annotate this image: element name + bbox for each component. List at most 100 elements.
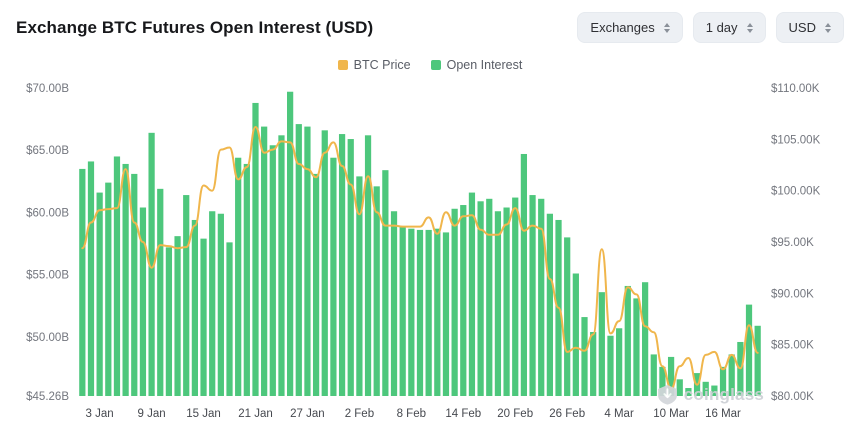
open-interest-bar — [598, 292, 605, 396]
open-interest-bar — [382, 170, 389, 396]
open-interest-bar — [538, 198, 545, 396]
open-interest-bar — [209, 211, 216, 396]
updown-arrows-icon — [825, 22, 831, 33]
open-interest-bar — [494, 211, 502, 396]
right-axis-tick-label: $85.00K — [771, 340, 814, 352]
open-interest-bar — [564, 237, 571, 396]
x-axis-tick-label: 20 Feb — [497, 408, 533, 420]
open-interest-bar — [261, 126, 268, 396]
open-interest-bar — [529, 195, 536, 396]
open-interest-bar — [295, 124, 302, 396]
open-interest-bar — [243, 163, 250, 396]
open-interest-bar — [252, 102, 259, 396]
x-axis-tick-label: 16 Mar — [705, 408, 741, 420]
open-interest-bar — [105, 182, 112, 396]
open-interest-bar — [278, 135, 285, 396]
right-axis-tick-label: $100.00K — [771, 186, 821, 198]
open-interest-swatch-icon — [430, 60, 441, 70]
open-interest-bar — [312, 173, 320, 396]
open-interest-bar — [347, 139, 354, 396]
x-axis-tick-label: 27 Jan — [290, 408, 325, 420]
open-interest-bar — [174, 236, 181, 396]
left-axis-tick-label: $55.00B — [26, 270, 69, 282]
interval-select[interactable]: 1 day — [692, 12, 766, 43]
open-interest-bar — [676, 379, 683, 396]
open-interest-bar — [96, 192, 103, 396]
open-interest-bar — [616, 328, 623, 396]
open-interest-bar — [460, 205, 467, 396]
right-axis-tick-label: $105.00K — [771, 134, 821, 146]
open-interest-bar — [728, 354, 735, 396]
open-interest-bar — [754, 325, 761, 396]
x-axis-tick-label: 2 Feb — [345, 408, 374, 420]
open-interest-bar — [650, 354, 657, 396]
open-interest-bar — [416, 229, 424, 396]
open-interest-bar — [373, 186, 380, 396]
open-interest-bar — [434, 228, 441, 396]
left-axis-tick-label: $65.00B — [26, 145, 69, 157]
x-axis-tick-label: 10 Mar — [653, 408, 689, 420]
open-interest-bar — [520, 153, 528, 396]
open-interest-bar — [356, 176, 363, 396]
currency-select[interactable]: USD — [775, 12, 844, 43]
x-axis-tick-label: 4 Mar — [604, 408, 634, 420]
open-interest-bar — [304, 126, 311, 396]
open-interest-bar — [633, 298, 640, 396]
open-interest-bar — [217, 213, 224, 396]
coinglass-open-interest-page: Exchange BTC Futures Open Interest (USD)… — [0, 12, 860, 421]
open-interest-bar — [235, 157, 242, 396]
open-interest-bar — [442, 232, 450, 396]
open-interest-bar — [659, 366, 666, 396]
btc-price-swatch-icon — [337, 60, 348, 70]
open-interest-bar — [79, 168, 86, 396]
open-interest-bar — [113, 156, 121, 396]
open-interest-bar — [287, 91, 294, 397]
open-interest-bar — [711, 385, 718, 396]
updown-arrows-icon — [746, 22, 753, 33]
open-interest-bar — [131, 173, 138, 396]
left-axis-tick-label: $70.00B — [26, 83, 69, 95]
open-interest-chart[interactable]: $70.00B $65.00B $60.00B $55.00B $50.00B $45.2… — [0, 76, 860, 421]
right-axis-tick-label: $95.00K — [771, 237, 814, 249]
exchanges-select[interactable]: Exchanges — [577, 12, 683, 43]
open-interest-bar — [745, 304, 753, 396]
open-interest-bar — [607, 335, 614, 396]
open-interest-bar — [685, 388, 692, 396]
open-interest-bar — [148, 132, 155, 396]
legend-label: BTC Price — [353, 58, 411, 72]
open-interest-bar — [165, 247, 173, 396]
btc-price-line — [81, 126, 759, 390]
open-interest-bar — [572, 273, 579, 396]
open-interest-bar — [157, 188, 164, 396]
open-interest-bar — [642, 282, 649, 396]
open-interest-bar — [503, 207, 510, 396]
chart-legend: BTC Price Open Interest — [0, 58, 860, 72]
open-interest-bar — [408, 228, 415, 396]
open-interest-bar — [468, 192, 476, 396]
open-interest-bar — [191, 219, 198, 396]
open-interest-bar — [226, 242, 233, 396]
open-interest-bar — [399, 226, 406, 396]
open-interest-bar — [122, 163, 129, 396]
open-interest-bar — [139, 207, 147, 396]
open-interest-bar — [338, 134, 346, 396]
open-interest-bar — [702, 381, 709, 396]
legend-item-btc-price[interactable]: BTC Price — [337, 58, 411, 72]
legend-label: Open Interest — [446, 58, 523, 72]
updown-arrows-icon — [663, 22, 670, 33]
x-axis-tick-label: 9 Jan — [138, 408, 166, 420]
right-axis-tick-label: $110.00K — [771, 83, 820, 95]
open-interest-bar — [486, 198, 493, 396]
left-axis-tick-label: $50.00B — [26, 332, 69, 344]
x-axis-tick-label: 15 Jan — [186, 408, 221, 420]
left-axis-tick-label: $60.00B — [26, 208, 69, 220]
open-interest-bar — [364, 135, 372, 396]
open-interest-bar — [546, 213, 553, 396]
x-axis-tick-label: 26 Feb — [549, 408, 585, 420]
open-interest-bar — [269, 145, 276, 396]
left-axis-tick-label: $45.26B — [26, 391, 69, 403]
chart-controls: Exchanges 1 day USD — [577, 12, 844, 43]
open-interest-bar — [183, 195, 190, 396]
page-title: Exchange BTC Futures Open Interest (USD) — [16, 17, 374, 37]
legend-item-open-interest[interactable]: Open Interest — [430, 58, 523, 72]
